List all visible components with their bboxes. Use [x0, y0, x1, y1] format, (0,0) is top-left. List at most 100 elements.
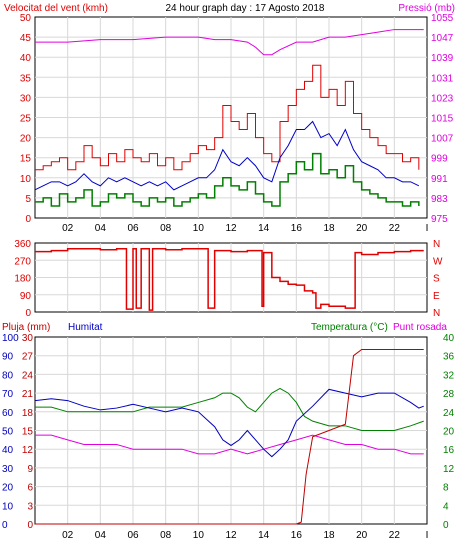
x-tick-label: 04	[95, 530, 107, 541]
x-tick-label: 22	[389, 530, 401, 541]
wind-tick-label: 30	[20, 93, 32, 104]
x-tick-label: 08	[160, 223, 172, 234]
compass-label: W	[433, 256, 443, 267]
temperature-tick-label: 4	[443, 501, 449, 512]
wind-tick-label: 25	[20, 114, 32, 125]
rain-tick-label: 21	[22, 389, 34, 400]
pressure-tick-label: 1007	[431, 134, 454, 145]
direction-tick-label: 180	[14, 274, 31, 285]
temperature-tick-label: 16	[443, 445, 455, 456]
x-tick-label: 10	[193, 530, 205, 541]
x-tick-label: 16	[291, 530, 303, 541]
direction-tick-label: 270	[14, 256, 31, 267]
series-humidity-line	[34, 388, 424, 458]
x-tick-label: I	[426, 223, 429, 234]
x-tick-label: 22	[389, 223, 401, 234]
series-pressure-line	[35, 29, 424, 56]
compass-label: S	[433, 274, 440, 285]
x-tick-label: 04	[95, 223, 107, 234]
x-tick-label: 18	[323, 530, 335, 541]
humidity-tick-label: 50	[2, 427, 14, 438]
series-wind-max-line	[35, 64, 420, 171]
humidity-tick-label: 40	[2, 445, 14, 456]
wind-tick-label: 35	[20, 73, 32, 84]
rain-tick-label: 12	[22, 445, 34, 456]
x-tick-label: 08	[160, 530, 172, 541]
humidity-tick-label: 80	[2, 370, 14, 381]
x-tick-label: 18	[323, 223, 335, 234]
rain-tick-label: 3	[27, 501, 33, 512]
wind-tick-label: 10	[20, 174, 32, 185]
x-tick-label: 14	[258, 223, 270, 234]
rain-tick-label: 18	[22, 408, 34, 419]
rain-tick-label: 6	[27, 483, 33, 494]
series-wind-avg-line	[34, 120, 420, 191]
pressure-tick-label: 991	[431, 174, 448, 185]
direction-tick-label: 0	[25, 308, 31, 319]
temperature-tick-label: 40	[443, 333, 455, 344]
x-tick-label: 12	[225, 530, 237, 541]
direction-tick-label: 90	[20, 291, 32, 302]
series-wind-min-line	[35, 152, 420, 207]
pressure-tick-label: 1015	[431, 114, 454, 125]
wind-tick-label: 50	[20, 13, 32, 24]
x-tick-label: 12	[225, 223, 237, 234]
rain-tick-label: 27	[22, 352, 34, 363]
pressure-axis-title: Pressió (mb)	[398, 3, 455, 14]
humidity-tick-label: 60	[2, 408, 14, 419]
temperature-tick-label: 32	[443, 370, 455, 381]
x-tick-label: 20	[356, 223, 368, 234]
rain-tick-label: 15	[22, 427, 34, 438]
rain-tick-label: 30	[22, 333, 34, 344]
wind-tick-label: 5	[25, 194, 31, 205]
temperature-tick-label: 12	[443, 464, 455, 475]
temperature-tick-label: 36	[443, 352, 455, 363]
series-direction-line	[35, 248, 424, 311]
pressure-tick-label: 1023	[431, 93, 454, 104]
x-tick-label: 14	[258, 530, 270, 541]
x-tick-label: 02	[62, 223, 74, 234]
temperature-tick-label: 28	[443, 389, 455, 400]
wind-tick-label: 20	[20, 134, 32, 145]
x-tick-label: I	[426, 530, 429, 541]
humidity-axis-title: Humitat	[68, 322, 103, 333]
pressure-tick-label: 975	[431, 214, 448, 225]
x-tick-label: 16	[291, 223, 303, 234]
compass-label: N	[433, 308, 440, 319]
pressure-tick-label: 1055	[431, 13, 454, 24]
rain-axis-title: Pluja (mm)	[2, 322, 50, 333]
temperature-tick-label: 20	[443, 427, 455, 438]
x-tick-label: 10	[193, 223, 205, 234]
humidity-tick-label: 10	[2, 501, 14, 512]
compass-label: E	[433, 291, 440, 302]
chart-title: 24 hour graph day : 17 Agosto 2018	[165, 3, 324, 14]
series-dewpoint-line	[35, 434, 424, 455]
dewpoint-axis-title: Punt rosada	[393, 322, 447, 333]
pressure-tick-label: 999	[431, 154, 448, 165]
compass-label: N	[433, 239, 440, 250]
wind-tick-label: 45	[20, 33, 32, 44]
wind-tick-label: 40	[20, 53, 32, 64]
humidity-tick-label: 30	[2, 464, 14, 475]
temperature-tick-label: 24	[443, 408, 455, 419]
series-temperature-line	[35, 387, 424, 431]
x-tick-label: 06	[127, 223, 139, 234]
temperature-tick-label: 8	[443, 483, 449, 494]
x-tick-label: 06	[127, 530, 139, 541]
series-rain-line	[35, 348, 424, 525]
wind-tick-label: 15	[20, 154, 32, 165]
pressure-tick-label: 1031	[431, 73, 454, 84]
humidity-tick-label: 70	[2, 389, 14, 400]
rain-tick-label: 24	[22, 370, 34, 381]
pressure-tick-label: 1047	[431, 33, 454, 44]
humidity-tick-label: 100	[2, 333, 19, 344]
pressure-tick-label: 1039	[431, 53, 454, 64]
humidity-tick-label: 0	[2, 520, 8, 531]
x-tick-label: 02	[62, 530, 74, 541]
wind-tick-label: 0	[25, 214, 31, 225]
humidity-tick-label: 20	[2, 483, 14, 494]
wind-axis-title: Velocitat del vent (kmh)	[4, 3, 108, 14]
direction-tick-label: 360	[14, 239, 31, 250]
